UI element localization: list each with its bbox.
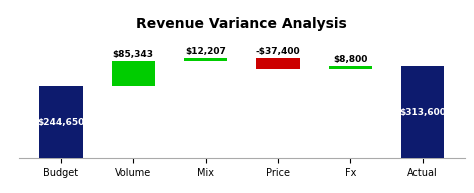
Text: $85,343: $85,343	[113, 50, 154, 59]
Bar	[111, 61, 155, 86]
Text: -$37,400: -$37,400	[255, 47, 300, 56]
Bar	[328, 66, 372, 69]
Text: $244,650: $244,650	[37, 118, 84, 127]
Title: Revenue Variance Analysis: Revenue Variance Analysis	[137, 17, 347, 31]
Text: $8,800: $8,800	[333, 55, 367, 64]
Text: $12,207: $12,207	[185, 47, 226, 56]
Bar	[401, 66, 444, 158]
Bar	[184, 58, 227, 61]
Bar	[39, 86, 82, 158]
Text: $313,600: $313,600	[399, 108, 446, 117]
Bar	[256, 58, 300, 69]
